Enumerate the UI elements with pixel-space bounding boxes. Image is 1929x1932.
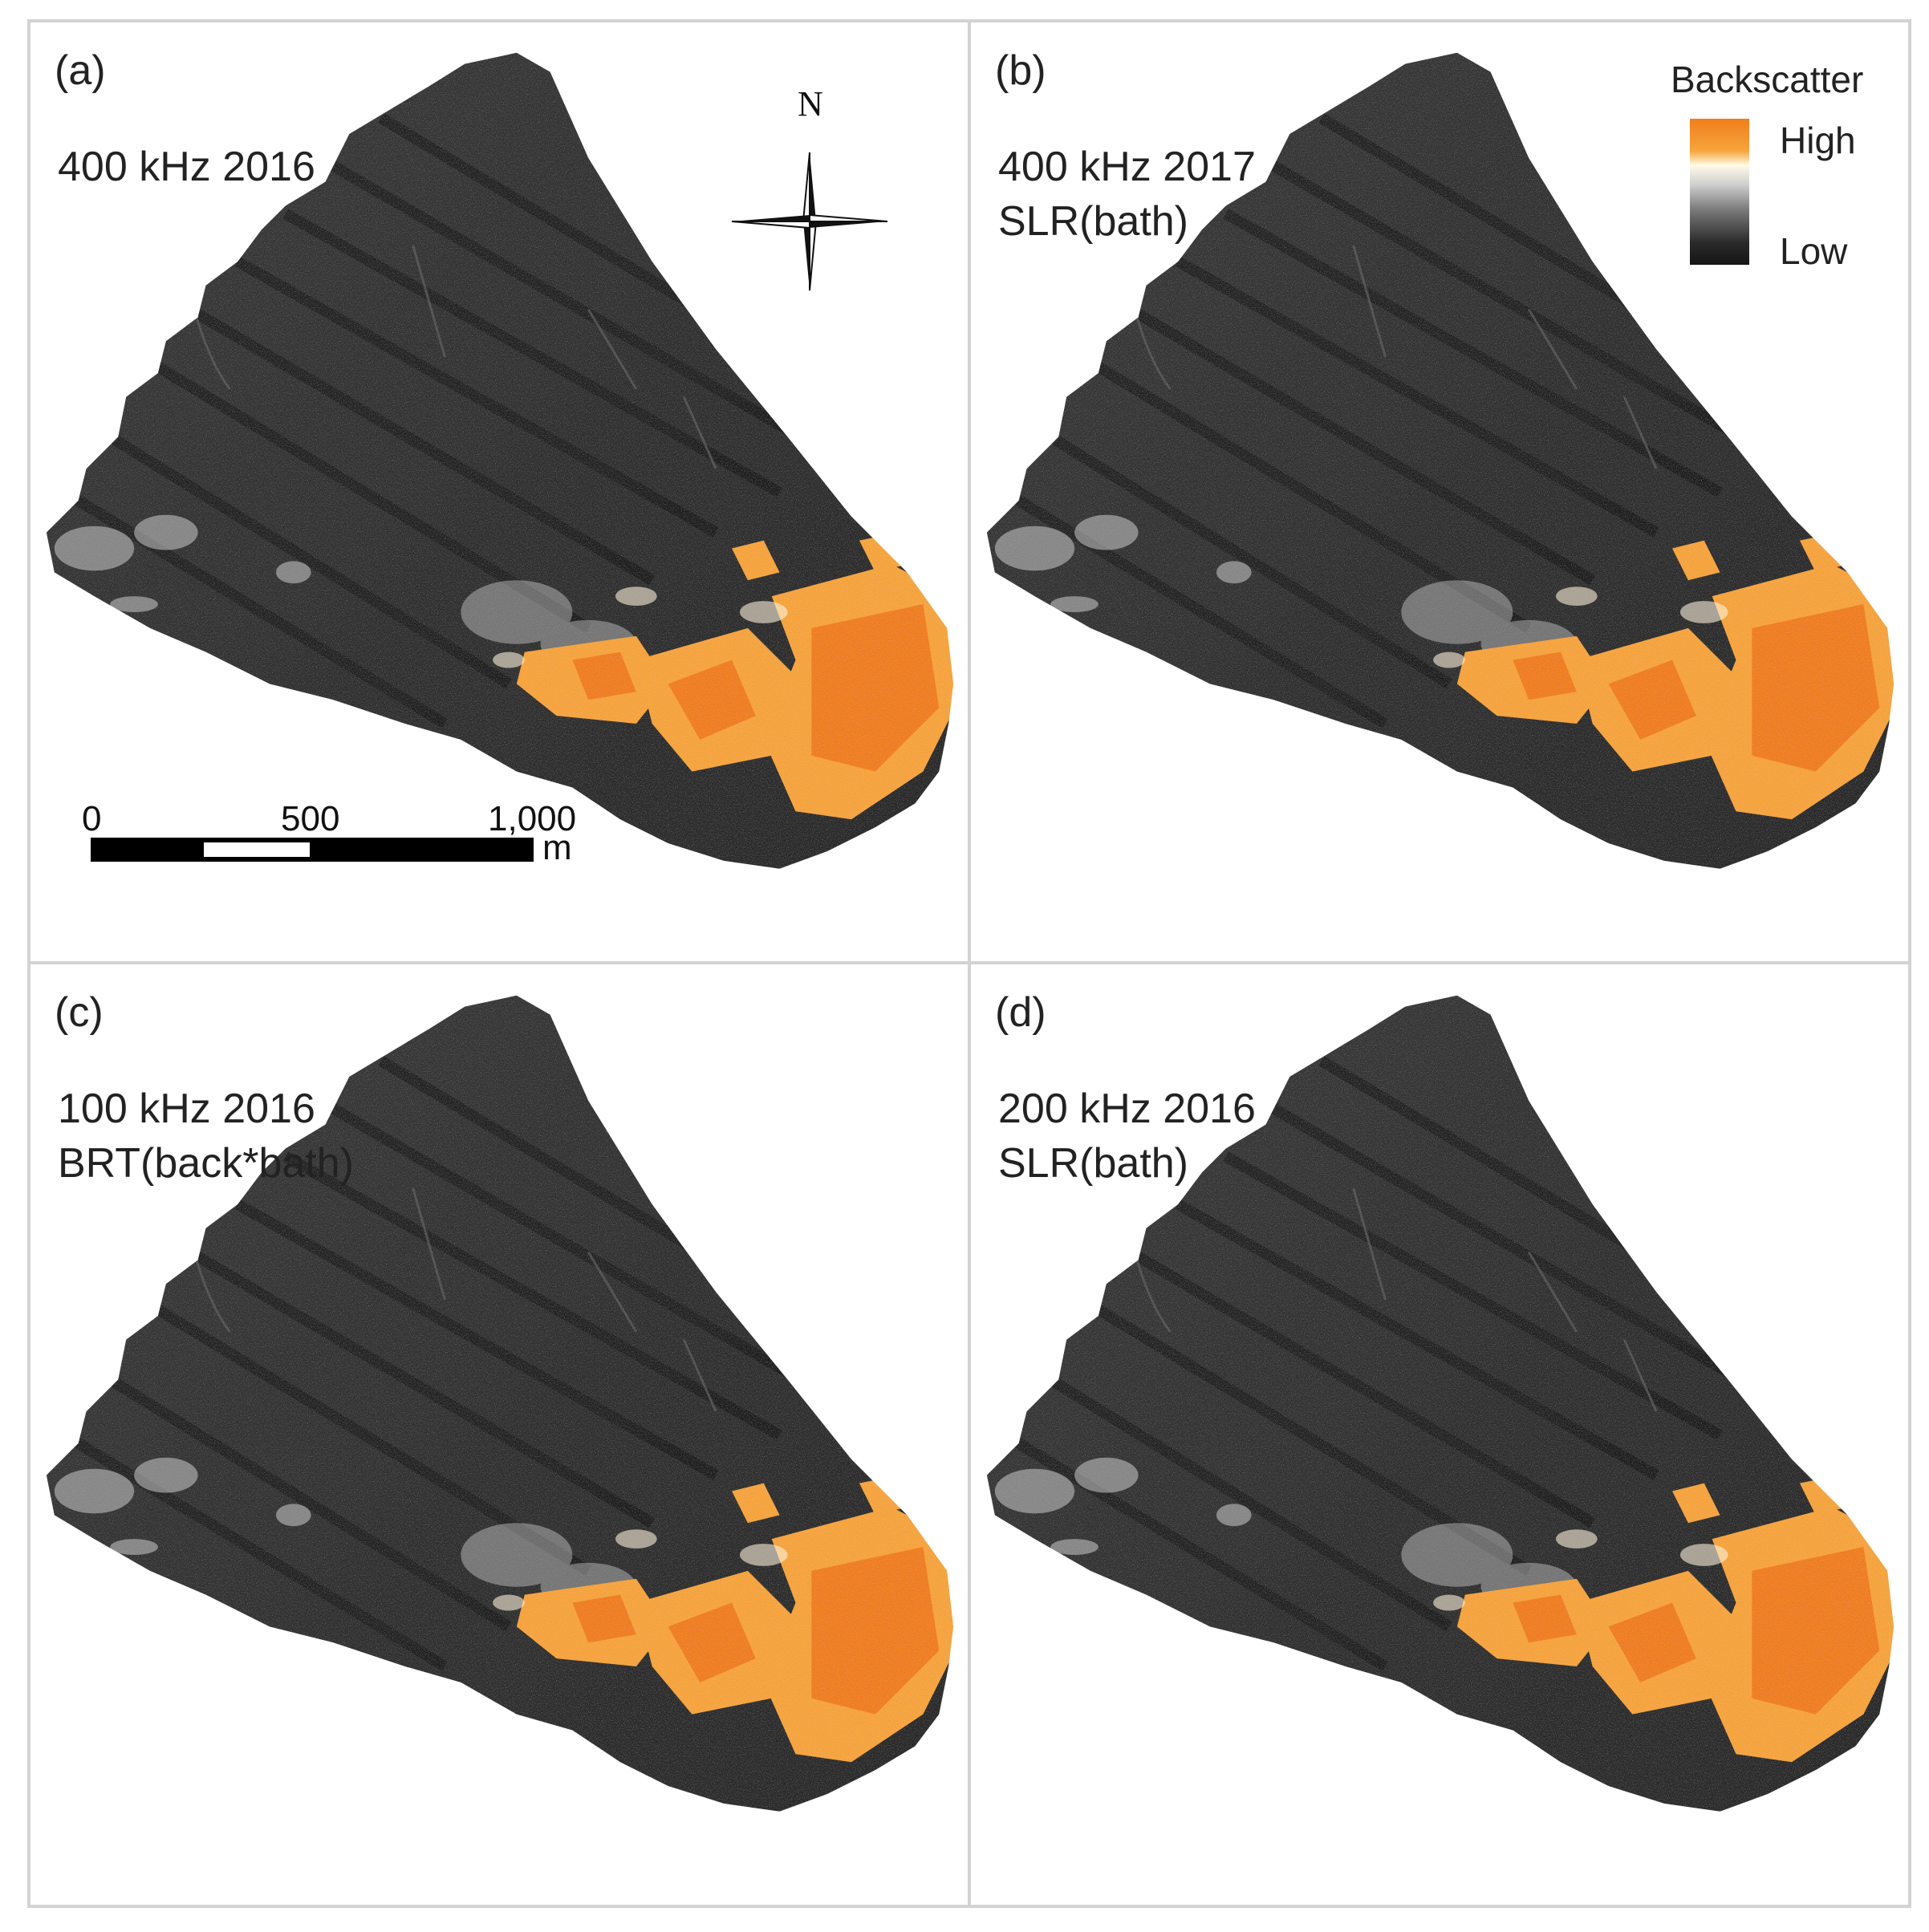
panel-b: (b) 400 kHz 2017 SLR(bath) Backscatter H… xyxy=(968,19,1911,964)
panel-a: (a) 400 kHz 2016 N 0 500 1,000 m xyxy=(27,19,971,964)
panel-a-title: 400 kHz 2016 xyxy=(58,144,315,190)
north-label: N xyxy=(798,84,823,124)
north-arrow-icon xyxy=(731,152,888,291)
legend-color-ramp xyxy=(1690,119,1749,265)
panel-d: (d) 200 kHz 2016 SLR(bath) xyxy=(968,961,1911,1908)
legend-high-label: High xyxy=(1780,120,1856,161)
panel-b-model: SLR(bath) xyxy=(998,198,1188,245)
panel-b-letter: (b) xyxy=(995,47,1046,94)
panel-c-letter: (c) xyxy=(55,989,104,1036)
panel-d-letter: (d) xyxy=(995,989,1046,1036)
panel-a-letter: (a) xyxy=(55,47,106,94)
legend-title: Backscatter xyxy=(1671,59,1864,100)
scale-bar xyxy=(91,838,534,862)
panel-d-model: SLR(bath) xyxy=(998,1140,1188,1187)
scale-bar-white-segment xyxy=(204,842,310,857)
panel-d-title: 200 kHz 2016 xyxy=(998,1086,1256,1132)
scale-tick-500: 500 xyxy=(281,799,340,838)
panel-c-title: 100 kHz 2016 xyxy=(58,1086,315,1132)
scale-unit: m xyxy=(542,828,572,867)
scale-tick-1000: 1,000 xyxy=(488,799,577,838)
scale-tick-0: 0 xyxy=(82,799,102,838)
panel-c: (c) 100 kHz 2016 BRT(back*bath) xyxy=(27,961,971,1908)
panel-c-model: BRT(back*bath) xyxy=(58,1140,354,1187)
legend-low-label: Low xyxy=(1780,230,1848,272)
panel-b-title: 400 kHz 2017 xyxy=(998,144,1256,190)
